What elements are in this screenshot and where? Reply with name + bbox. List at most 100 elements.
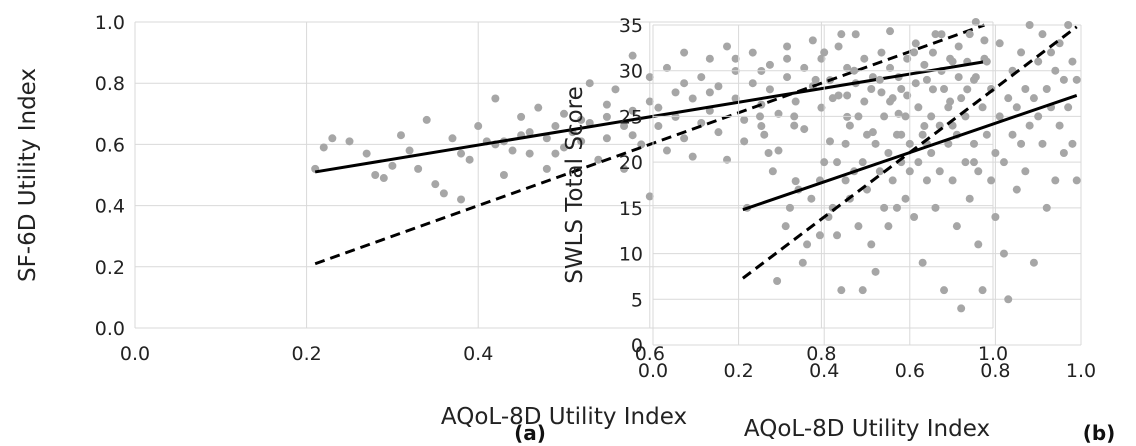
scatter-point (820, 48, 829, 57)
scatter-point (1034, 112, 1043, 121)
scatter-point (1038, 139, 1047, 148)
scatter-point (765, 85, 774, 94)
scatter-point (905, 139, 914, 148)
scatter-point (999, 158, 1008, 167)
y-tick-label: 10 (619, 244, 643, 266)
scatter-point (905, 167, 914, 176)
scatter-point (791, 177, 800, 186)
scatter-point (714, 82, 723, 91)
scatter-point (991, 149, 1000, 157)
scatter-point (525, 128, 534, 137)
scatter-point (800, 63, 809, 72)
scatter-point (880, 112, 889, 121)
scatter-point (577, 115, 586, 124)
y-tick-label: 0.2 (95, 257, 125, 279)
scatter-point (680, 134, 689, 143)
scatter-point (1004, 94, 1013, 103)
scatter-point (671, 88, 680, 97)
scatter-point (922, 176, 931, 185)
scatter-point (1064, 103, 1073, 112)
scatter-point (551, 149, 560, 158)
scatter-point (499, 171, 508, 179)
scatter-point (602, 112, 611, 121)
scatter-point (388, 161, 397, 170)
scatter-point (620, 122, 629, 131)
scatter-point (371, 171, 380, 179)
scatter-point (886, 63, 895, 72)
scatter-point (465, 155, 474, 164)
scatter-point (808, 36, 817, 45)
scatter-point (974, 240, 983, 249)
scatter-point (345, 137, 354, 146)
scatter-point (491, 94, 500, 103)
scatter-point (897, 85, 906, 93)
scatter-point (944, 103, 953, 112)
y-tick-label: 0 (631, 335, 643, 357)
scatter-point (837, 286, 846, 295)
scatter-point (1017, 48, 1026, 57)
scatter-point (757, 122, 766, 131)
scatter-point (1012, 185, 1021, 194)
scatter-point (740, 115, 749, 124)
x-tick-label: 1.0 (1066, 360, 1096, 382)
scatter-point (884, 222, 893, 231)
scatter-point (843, 91, 852, 100)
scatter-point (911, 39, 920, 48)
scatter-point (982, 57, 991, 66)
scatter-point (820, 158, 829, 167)
scatter-point (783, 73, 792, 82)
scatter-point (961, 158, 970, 167)
scatter-point (768, 167, 777, 176)
scatter-point (948, 57, 957, 66)
scatter-point (457, 195, 466, 204)
scatter-point (875, 167, 884, 176)
scatter-point (828, 94, 837, 103)
scatter-point (957, 94, 966, 103)
scatter-point (922, 75, 931, 84)
scatter-point (585, 79, 594, 88)
trend-line (314, 60, 985, 174)
scatter-point (903, 91, 912, 100)
scatter-point (1064, 21, 1073, 29)
scatter-point (705, 54, 714, 63)
scatter-point (867, 240, 876, 249)
scatter-point (748, 48, 757, 57)
scatter-point (940, 85, 949, 93)
x-tick-label: 0.8 (806, 343, 836, 365)
scatter-point (790, 112, 799, 121)
scatter-point (888, 176, 897, 185)
scatter-point (965, 30, 974, 39)
x-tick-label: 1.0 (978, 343, 1008, 365)
scatter-point (1025, 121, 1034, 130)
scatter-point (877, 48, 886, 57)
scatter-point (781, 222, 790, 231)
scatter-point (748, 79, 757, 88)
panel-label: (a) (514, 421, 546, 445)
scatter-point (542, 164, 551, 173)
scatter-point (858, 286, 867, 295)
scatter-point (431, 180, 440, 189)
scatter-point (920, 60, 929, 69)
scatter-point (645, 97, 654, 106)
x-tick-label: 0.8 (980, 360, 1010, 382)
x-tick-label: 0.4 (809, 360, 839, 382)
x-tick-label: 0.4 (463, 343, 493, 365)
scatter-point (628, 106, 637, 115)
scatter-point (662, 63, 671, 72)
scatter-point (918, 130, 927, 139)
scatter-point (697, 118, 706, 127)
scatter-point (602, 134, 611, 143)
scatter-point (379, 174, 388, 183)
scatter-point (731, 54, 740, 63)
scatter-point (680, 79, 689, 88)
scatter-point (815, 231, 824, 240)
scatter-point (764, 149, 773, 157)
scatter-point (1059, 75, 1068, 84)
scatter-point (991, 213, 1000, 221)
scatter-point (918, 258, 927, 267)
y-tick-label: 30 (619, 61, 643, 83)
scatter-point (765, 60, 774, 69)
scatter-point (937, 30, 946, 39)
scatter-point (773, 277, 782, 285)
scatter-point (863, 130, 871, 139)
